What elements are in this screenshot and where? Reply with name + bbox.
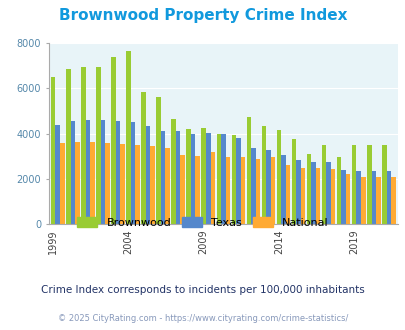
Bar [341,170,345,224]
Legend: Brownwood, Texas, National: Brownwood, Texas, National [73,213,332,232]
Bar [296,160,300,224]
Bar [285,165,290,224]
Bar [120,144,124,224]
Bar [75,142,79,224]
Bar [135,145,139,224]
Bar [201,128,205,224]
Bar [205,133,210,224]
Bar [190,134,195,224]
Bar [375,177,379,224]
Bar [356,171,360,224]
Bar [381,145,386,224]
Bar [141,92,145,224]
Bar [336,157,341,224]
Bar [281,155,285,224]
Bar [255,159,260,224]
Bar [96,67,100,224]
Bar [175,131,180,224]
Bar [90,142,94,224]
Bar [366,145,371,224]
Bar [180,155,184,224]
Bar [156,97,160,224]
Bar [276,130,281,224]
Bar [326,162,330,224]
Bar [81,67,85,224]
Bar [220,134,225,224]
Bar [315,168,320,224]
Text: © 2025 CityRating.com - https://www.cityrating.com/crime-statistics/: © 2025 CityRating.com - https://www.city… [58,314,347,323]
Bar [321,145,326,224]
Bar [51,77,55,224]
Bar [236,138,240,224]
Bar [150,146,154,224]
Bar [261,126,266,224]
Text: Crime Index corresponds to incidents per 100,000 inhabitants: Crime Index corresponds to incidents per… [41,285,364,295]
Bar [85,120,90,224]
Bar [216,134,220,224]
Bar [100,120,105,224]
Bar [291,139,296,224]
Bar [186,129,190,224]
Bar [360,177,364,224]
Bar [311,162,315,224]
Bar [266,149,270,224]
Bar [351,145,356,224]
Bar [195,156,200,224]
Bar [160,131,165,224]
Bar [246,116,251,224]
Bar [126,51,130,224]
Bar [300,168,305,224]
Bar [270,157,275,224]
Bar [145,126,150,224]
Text: Brownwood Property Crime Index: Brownwood Property Crime Index [59,8,346,23]
Bar [70,121,75,224]
Bar [345,175,350,224]
Bar [66,69,70,224]
Bar [171,119,175,224]
Bar [55,124,60,224]
Bar [210,152,215,224]
Bar [231,135,236,224]
Bar [386,171,390,224]
Bar [306,154,311,224]
Bar [115,121,120,224]
Bar [105,143,109,224]
Bar [130,122,135,224]
Bar [240,157,245,224]
Bar [225,157,230,224]
Bar [165,148,169,224]
Bar [111,56,115,224]
Bar [390,177,394,224]
Bar [60,143,64,224]
Bar [251,148,255,224]
Bar [371,171,375,224]
Bar [330,169,335,224]
